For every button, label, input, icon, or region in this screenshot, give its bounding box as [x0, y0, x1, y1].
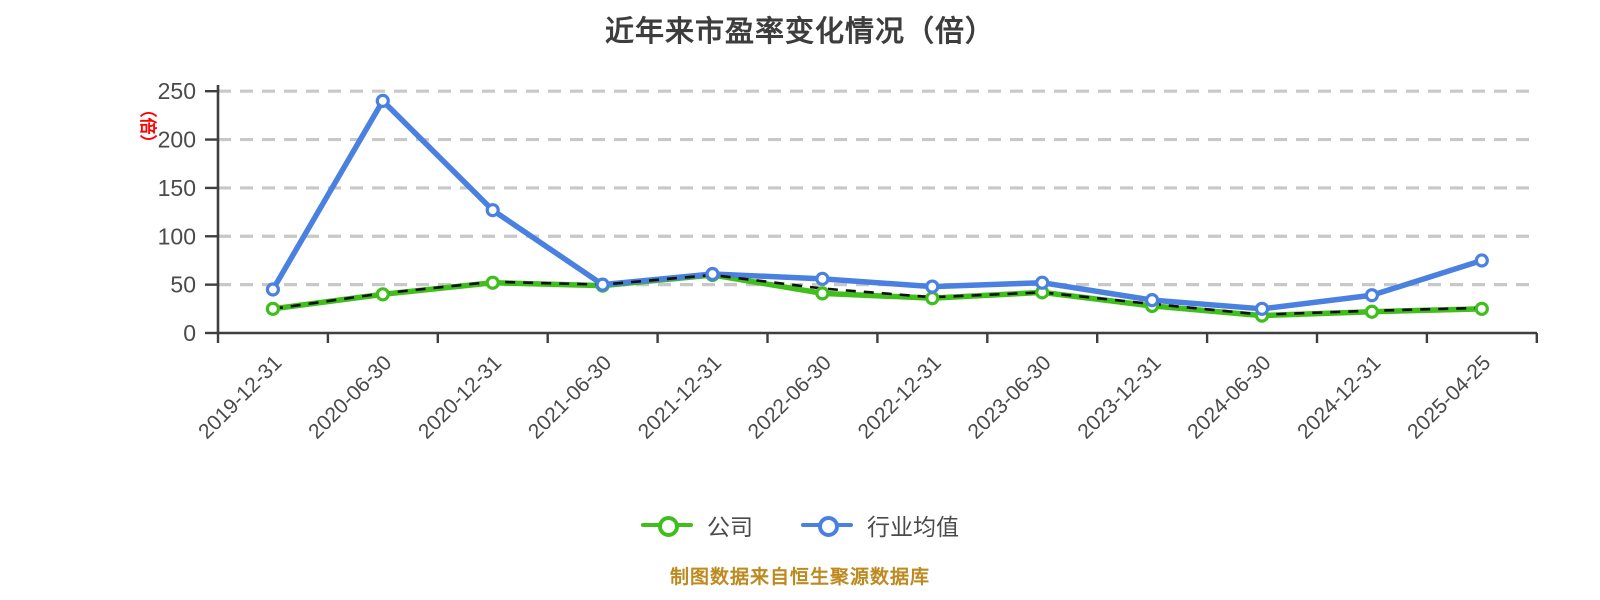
company-data-point: [1364, 304, 1380, 319]
x-axis-label: 2021-06-30: [524, 351, 616, 443]
industry-average-data-point: [1035, 275, 1050, 290]
company-data-point: [925, 291, 940, 306]
company-series-marker-icon: [641, 514, 693, 537]
x-axis-label: 2020-06-30: [304, 351, 396, 443]
x-axis-label: 2019-12-31: [194, 351, 286, 443]
industry-average-data-point: [925, 279, 940, 294]
y-axis-tick-label: 100: [158, 223, 196, 249]
industry-average-data-point: [1474, 253, 1489, 268]
industry-average-series-line: [270, 98, 1485, 312]
x-axis-label: 2020-12-31: [414, 351, 506, 443]
company-data-point: [1474, 301, 1489, 316]
x-axis-label: 2022-06-30: [744, 351, 836, 443]
company-data-point: [265, 301, 280, 316]
industry-average-data-point: [265, 282, 280, 297]
x-axis-label: 2022-12-31: [854, 351, 946, 443]
industry-average-data-point: [595, 277, 610, 292]
unlabeled-dashed-series-line: [272, 273, 1482, 316]
y-axis-tick-label: 200: [158, 127, 196, 153]
y-axis-tick-label: 0: [183, 320, 196, 346]
y-axis-tick-label: 50: [170, 272, 196, 298]
industry-average-data-point: [1144, 293, 1160, 308]
industry-average-data-point: [705, 266, 720, 282]
industry-average-data-point: [375, 93, 390, 108]
company-data-point: [485, 275, 500, 290]
x-axis-label: 2025-04-25: [1403, 351, 1495, 443]
x-axis-label: 2024-06-30: [1183, 351, 1275, 443]
industry-average-data-point: [1254, 301, 1270, 316]
data-source-note: 制图数据来自恒生聚源数据库: [669, 567, 930, 588]
legend-item-company[interactable]: 公司: [641, 508, 753, 542]
company-data-point: [375, 287, 390, 302]
x-axis-label: 2023-12-31: [1073, 351, 1165, 443]
chart-legend: 公司 行业均值: [0, 503, 1600, 547]
legend-item-industry-average[interactable]: 行业均值: [801, 508, 959, 542]
x-axis-label: 2023-06-30: [964, 351, 1056, 443]
legend-label-company: 公司: [707, 514, 753, 540]
industry-average-data-point: [485, 203, 500, 218]
industry-average-data-point: [815, 271, 830, 286]
x-axis-label: 2024-12-31: [1293, 351, 1385, 443]
legend-label-industry-average: 行业均值: [867, 514, 959, 540]
x-axis-label: 2021-12-31: [634, 351, 726, 443]
y-axis-tick-label: 150: [158, 175, 196, 201]
company-data-point: [815, 286, 830, 301]
industry-average-data-point: [1364, 288, 1380, 303]
y-axis-tick-label: 250: [158, 78, 196, 104]
chart-title: 近年来市盈率变化情况（倍）: [604, 16, 995, 48]
industry-series-marker-icon: [801, 514, 853, 537]
